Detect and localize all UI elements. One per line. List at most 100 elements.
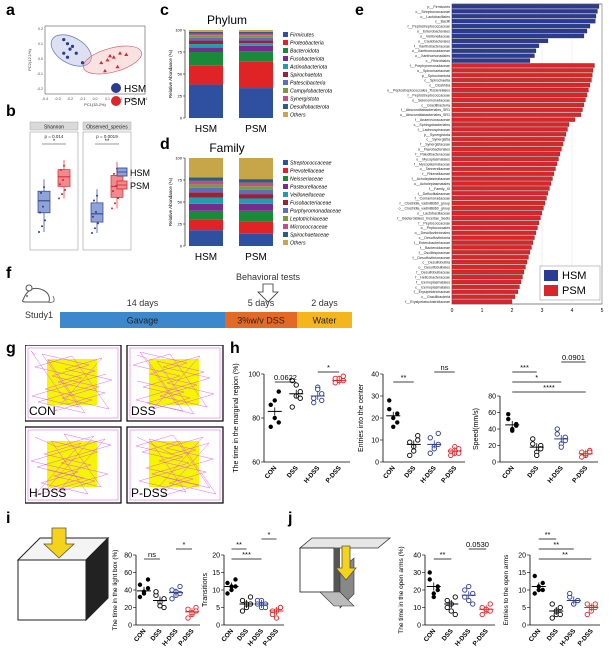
- data-point: [407, 452, 413, 459]
- lda-bar: [451, 19, 596, 24]
- panel-label-g: g: [6, 340, 16, 357]
- y-tick-label: 75: [178, 50, 183, 55]
- box-point: [38, 231, 40, 233]
- data-point: [506, 416, 511, 422]
- data-point: [153, 589, 159, 595]
- x-category-label: CON: [423, 628, 438, 644]
- y-tick-label: 0: [522, 623, 526, 630]
- legend-swatch: [283, 56, 288, 61]
- facet-strip: [29, 121, 79, 131]
- facet-frame: [29, 131, 79, 251]
- lda-bar: [451, 186, 550, 191]
- lda-taxon-label: o__Tannerellaceae: [420, 167, 450, 171]
- legend-label: HSM: [562, 270, 586, 282]
- lda-taxon-label: c__Izemoplasmatales: [415, 285, 450, 289]
- legend-label: Porphyromonadaceae: [290, 209, 341, 215]
- lda-taxon-label: o__Desulfobulbales: [418, 266, 450, 270]
- stack-segment: [239, 30, 273, 32]
- data-point: [462, 587, 468, 593]
- legend-label: Spirochaetota: [290, 73, 322, 79]
- psm-point: [103, 68, 107, 73]
- legend-label: PSM: [124, 97, 146, 108]
- arena-center-zone: [47, 359, 97, 405]
- stack-segment: [189, 219, 223, 231]
- data-point: [297, 395, 303, 401]
- y-tick-label: 20: [518, 553, 526, 560]
- sig-label: 0.0901: [562, 353, 585, 362]
- x-category-label: CON: [501, 465, 516, 481]
- maze-base: [319, 591, 355, 607]
- phylum-stacked-bar: Phylum 0 25 50 75 100 Relative Abundance (%) HS…: [168, 13, 332, 135]
- y-tick-label: 0.0: [38, 57, 43, 61]
- lda-bar: [451, 250, 531, 255]
- box-body: [37, 190, 51, 214]
- stack-segment: [189, 47, 223, 52]
- lda-taxon-label: c__Streptococcaceae: [415, 10, 450, 14]
- lda-bar: [451, 14, 597, 19]
- y-tick-label: 60: [124, 570, 132, 577]
- y-tick-label: 10: [371, 438, 379, 445]
- legend-label: HSM: [124, 84, 146, 95]
- y-tick-label: 0.1: [38, 42, 43, 46]
- data-point: [145, 586, 151, 591]
- data-point: [395, 420, 400, 425]
- family-stacked-bar: Family 0 25 50 75 100 Relative Abundance (%) HS…: [168, 141, 341, 263]
- legend-label: HSM: [130, 168, 150, 178]
- y-tick-label: 100: [248, 372, 260, 379]
- hsm-point: [62, 51, 66, 55]
- data-point: [332, 380, 338, 386]
- panel-label-d: d: [160, 136, 170, 153]
- data-point: [558, 444, 564, 450]
- stack-segment: [189, 40, 223, 45]
- legend-label: Others: [290, 241, 306, 247]
- lda-bar: [451, 210, 543, 216]
- stack-segment: [189, 37, 223, 41]
- data-point: [530, 436, 536, 442]
- data-point: [247, 594, 254, 600]
- legend-label: Others: [290, 113, 306, 119]
- legend-swatch: [283, 168, 288, 173]
- x-category-label: DSS: [403, 464, 417, 479]
- lda-taxon-label: o__Selenomonadaceae: [412, 98, 450, 102]
- elevated-plus-maze-illustration: [298, 537, 392, 609]
- y-tick-label: 100: [175, 156, 182, 161]
- facet-title: Shannon: [44, 125, 64, 131]
- y-tick-label: 25: [178, 94, 183, 99]
- x-category-label: P-DSS: [262, 627, 281, 647]
- legend-label: Micrococcaceae: [290, 225, 328, 231]
- data-point: [137, 582, 143, 587]
- lda-taxon-label: f__Defluviitaleaceae: [418, 192, 450, 196]
- hsm-point: [65, 55, 70, 59]
- panel-label-f: f: [6, 265, 12, 282]
- legend-swatch: [283, 208, 288, 213]
- chart-open-arms-time: 0 10 20 30 40 The time in the open arms (%) CO…: [398, 540, 495, 648]
- y-tick-label: 20: [413, 588, 421, 595]
- x-category-label: CON: [382, 465, 397, 481]
- stack-segment: [239, 189, 273, 195]
- data-point: [387, 398, 392, 403]
- box-point: [117, 197, 119, 200]
- data-point: [272, 398, 277, 403]
- arena-edge-track: [27, 429, 119, 501]
- stack-segment: [189, 197, 223, 204]
- lda-bar: [451, 58, 531, 63]
- legend-swatch: [283, 160, 288, 165]
- legend-label: Spirochaetaceae: [290, 233, 329, 239]
- lda-taxon-label: o__Spirochaetaceae: [417, 69, 450, 73]
- lda-taxon-label: f__Oscillospiraceae: [419, 251, 450, 255]
- legend-label: Prevotellaceae: [290, 169, 324, 175]
- data-point: [276, 420, 281, 425]
- legend-label: Pasteurellaceae: [290, 185, 327, 191]
- legend-swatch: [283, 48, 288, 53]
- lda-taxon-label: c__Bacilli: [435, 20, 450, 24]
- y-tick-label: 0: [492, 460, 496, 467]
- y-tick-label: 80: [252, 416, 260, 423]
- lda-bar: [451, 112, 582, 117]
- lda-bar: [451, 156, 559, 162]
- hsm-point: [80, 61, 85, 65]
- data-point: [557, 604, 563, 611]
- lda-taxon-label: f__Erysipelatoclostridiaceae: [405, 300, 450, 304]
- data-point: [540, 587, 545, 593]
- data-point: [431, 591, 436, 596]
- box-point: [63, 164, 65, 167]
